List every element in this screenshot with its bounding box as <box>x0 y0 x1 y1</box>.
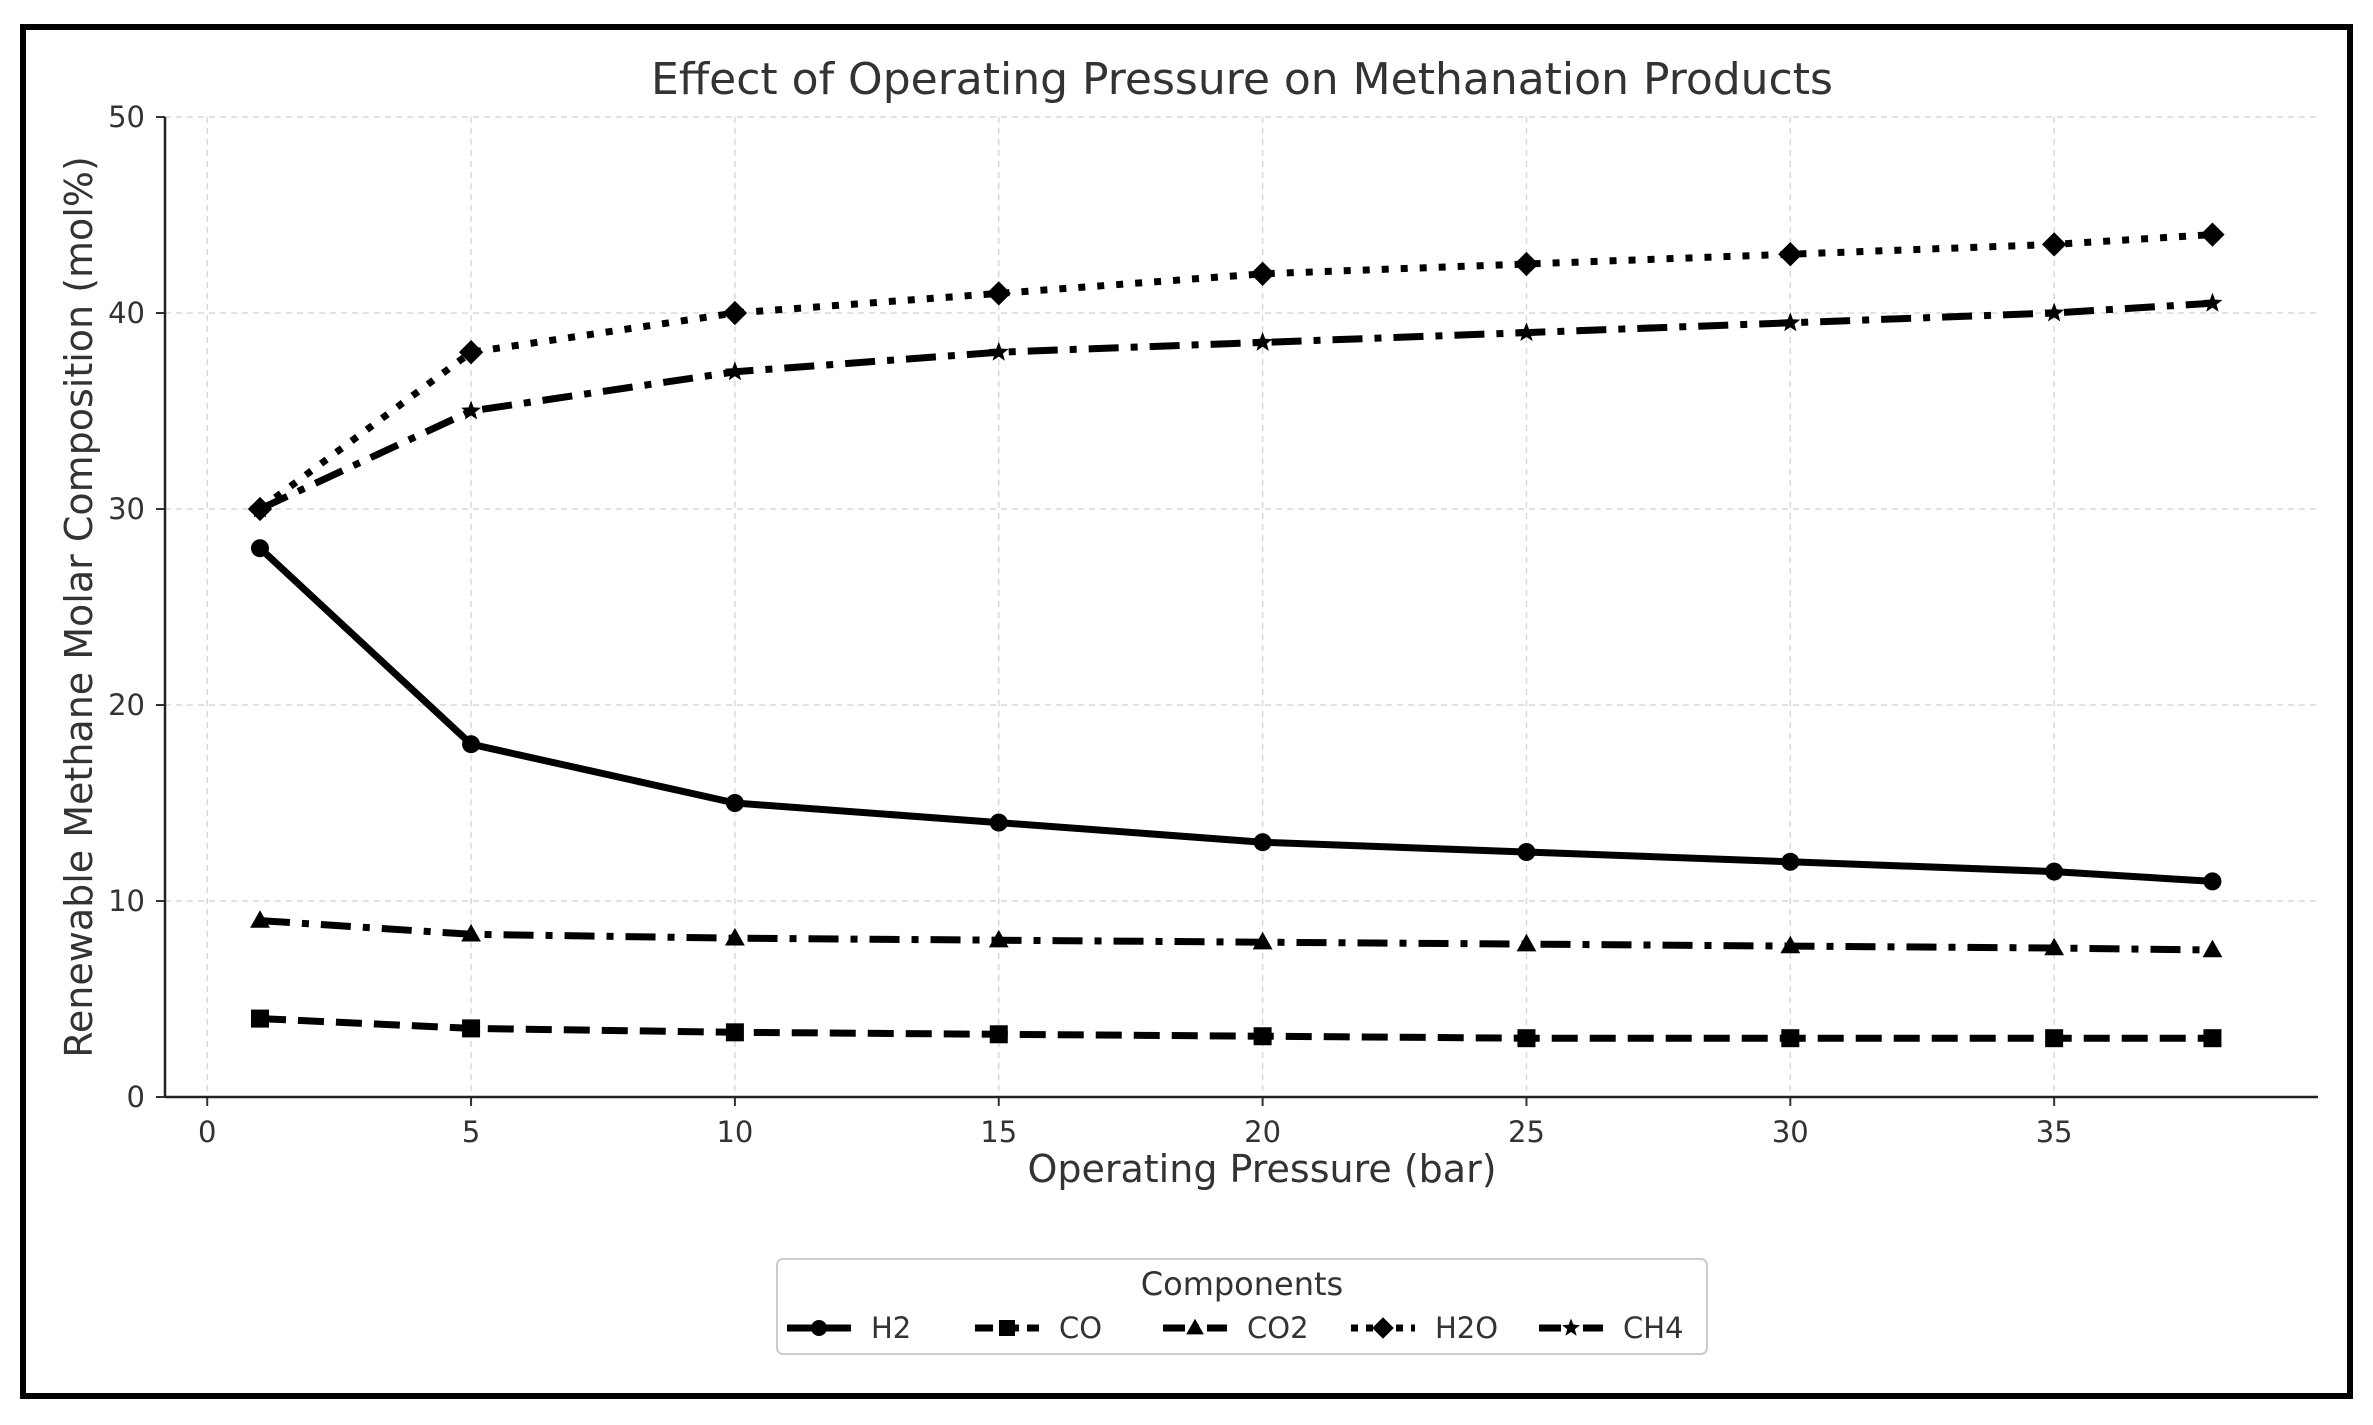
series-line-ch4 <box>258 299 2213 513</box>
y-tick-label: 40 <box>108 296 145 330</box>
legend-item-ch4: CH4 <box>1539 1311 1684 1345</box>
data-point-ch4 <box>725 361 745 381</box>
data-point-h2 <box>1253 833 1272 852</box>
data-point-ch4 <box>988 341 1009 361</box>
data-point-co <box>250 1009 269 1028</box>
data-point-h2o <box>1778 242 1803 267</box>
legend-label-h2: H2 <box>871 1311 911 1345</box>
x-axis-label: Operating Pressure (bar) <box>1027 1147 1496 1191</box>
chart-frame <box>20 24 2353 1399</box>
y-tick-label: 10 <box>108 884 145 918</box>
data-point-h2o <box>986 281 1011 306</box>
legend: Components H2 CO CO2 H2O CH4 <box>776 1258 1708 1355</box>
data-point-ch4 <box>461 400 481 420</box>
data-point-ch4 <box>1252 331 1273 351</box>
data-point-h2o <box>1250 261 1275 286</box>
series-co2 <box>250 910 2223 958</box>
legend-marker-co <box>999 1320 1015 1336</box>
y-tick-label: 20 <box>108 688 145 722</box>
legend-item-co: CO <box>975 1311 1102 1345</box>
data-point-h2 <box>1517 843 1536 861</box>
data-point-co2 <box>250 910 270 928</box>
data-point-h2 <box>1781 852 1800 871</box>
x-tick-label: 25 <box>1508 1115 1545 1149</box>
x-tick-label: 10 <box>716 1115 753 1149</box>
series-h2o <box>247 222 2225 522</box>
x-tick-label: 35 <box>2036 1115 2073 1149</box>
data-point-co <box>725 1023 744 1042</box>
data-point-ch4 <box>2044 302 2065 322</box>
data-point-h2o <box>458 340 484 365</box>
x-tick-label: 5 <box>462 1115 480 1149</box>
legend-marker-h2o <box>1372 1317 1394 1339</box>
data-point-co <box>1517 1029 1536 1048</box>
data-point-co2 <box>1516 933 1537 952</box>
x-tick-label: 15 <box>980 1115 1017 1149</box>
legend-item-h2o: H2O <box>1351 1311 1498 1345</box>
legend-marker-h2 <box>811 1320 827 1336</box>
data-point-h2 <box>250 539 269 558</box>
chart-title: Effect of Operating Pressure on Methanat… <box>651 54 1833 105</box>
data-point-co <box>989 1025 1008 1044</box>
data-point-h2 <box>462 735 481 754</box>
legend-marker-co2 <box>1186 1318 1204 1335</box>
series-line-co <box>259 1015 2213 1042</box>
x-tick-label: 0 <box>198 1115 216 1149</box>
tick-labels: 0 5 10 15 20 25 30 35 0 10 20 30 40 50 <box>108 100 2073 1149</box>
data-point-co2 <box>988 929 1009 948</box>
legend-label-h2o: H2O <box>1435 1311 1498 1345</box>
data-point-co2 <box>1780 935 1801 954</box>
data-point-ch4 <box>1780 312 1801 332</box>
legend-label-co2: CO2 <box>1247 1311 1309 1345</box>
data-point-h2o <box>2200 222 2225 247</box>
x-tick-label: 30 <box>1772 1115 1809 1149</box>
data-point-ch4 <box>250 498 270 518</box>
data-point-co2 <box>1252 931 1273 950</box>
legend-label-ch4: CH4 <box>1623 1311 1684 1345</box>
data-point-co2 <box>2202 939 2223 958</box>
series-ch4 <box>250 292 2223 518</box>
series-co <box>250 1009 2222 1048</box>
data-point-co2 <box>461 923 481 942</box>
legend-title: Components <box>1141 1265 1343 1303</box>
data-series <box>247 222 2225 1048</box>
data-point-co2 <box>2044 937 2065 956</box>
data-point-co <box>1253 1027 1272 1046</box>
data-point-h2o <box>2042 232 2067 257</box>
axes <box>156 116 2318 1106</box>
series-line-co2 <box>259 917 2213 954</box>
x-tick-label: 20 <box>1244 1115 1281 1149</box>
data-point-co <box>2045 1029 2064 1048</box>
series-line-h2o <box>257 231 2213 512</box>
legend-label-co: CO <box>1059 1311 1102 1345</box>
data-point-ch4 <box>1516 322 1537 342</box>
data-point-h2 <box>2203 872 2222 891</box>
data-point-co <box>2203 1029 2222 1048</box>
data-point-h2o <box>722 300 748 326</box>
data-point-ch4 <box>2202 292 2223 312</box>
legend-marker-ch4 <box>1562 1318 1580 1336</box>
data-point-co <box>462 1019 481 1038</box>
data-point-h2 <box>725 794 744 812</box>
y-tick-label: 0 <box>127 1080 145 1114</box>
data-point-co2 <box>725 927 745 946</box>
y-axis-label: Renewable Methane Molar Composition (mol… <box>57 156 101 1058</box>
legend-item-co2: CO2 <box>1163 1311 1309 1345</box>
series-line-h2 <box>257 545 2213 885</box>
data-point-co <box>1781 1029 1800 1048</box>
data-point-h2o <box>1514 251 1539 277</box>
y-tick-label: 30 <box>108 492 145 526</box>
data-point-h2 <box>989 813 1008 832</box>
data-point-h2 <box>2045 862 2064 881</box>
series-h2 <box>250 539 2222 891</box>
y-tick-label: 50 <box>108 100 145 134</box>
legend-item-h2: H2 <box>787 1311 911 1345</box>
